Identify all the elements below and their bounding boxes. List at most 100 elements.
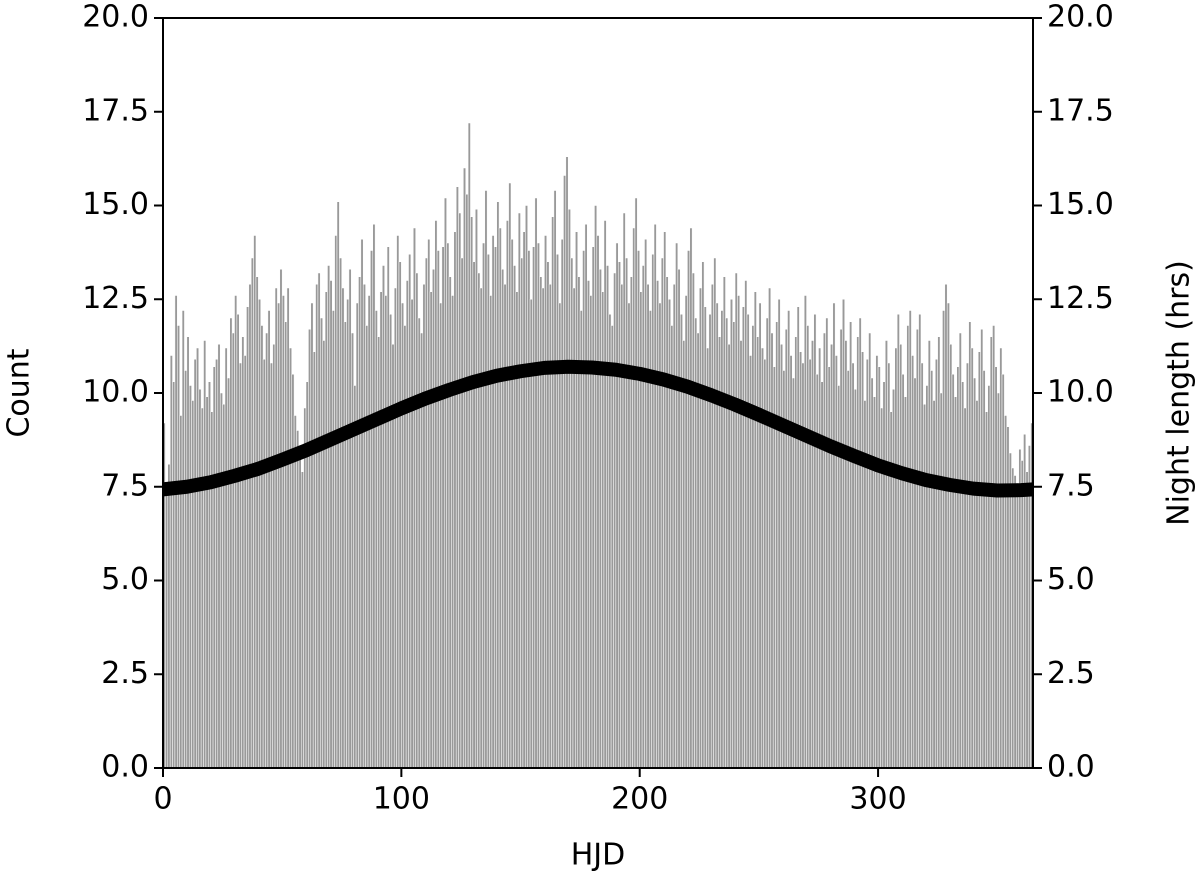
y2-tick-label: 17.5	[1047, 93, 1114, 128]
y-tick-label: 0.0	[101, 750, 149, 785]
x-tick-label: 100	[373, 782, 430, 817]
bar	[508, 182, 512, 769]
bar	[498, 227, 502, 769]
bar	[596, 235, 600, 769]
bar	[851, 362, 855, 769]
bar	[281, 295, 285, 769]
bar	[834, 355, 838, 769]
bar	[858, 317, 862, 769]
y-axis-label: Count	[2, 348, 37, 437]
bar	[567, 209, 571, 769]
bar	[956, 366, 960, 769]
bar	[732, 321, 736, 769]
bar	[317, 272, 321, 769]
bar	[234, 295, 238, 769]
x-tick-label: 300	[849, 782, 906, 817]
bar	[687, 250, 691, 769]
bar	[670, 325, 674, 769]
bar	[691, 272, 695, 769]
bar	[873, 396, 876, 769]
bar	[975, 400, 979, 769]
bar	[968, 321, 972, 769]
bar	[637, 250, 640, 769]
bar	[710, 284, 714, 769]
bar	[169, 355, 173, 769]
bar	[699, 287, 702, 769]
bar	[203, 340, 207, 769]
bar	[262, 359, 266, 769]
bar	[315, 284, 319, 769]
bar	[784, 329, 788, 769]
bar	[756, 336, 760, 769]
bar	[210, 411, 214, 769]
bar	[501, 269, 505, 769]
y2-tick-label: 12.5	[1047, 281, 1114, 316]
bar	[660, 257, 664, 769]
bar	[1013, 475, 1017, 769]
bar	[398, 261, 402, 769]
bar	[272, 344, 276, 769]
bar	[274, 287, 278, 769]
bar	[701, 261, 705, 769]
bar	[389, 314, 393, 769]
y2-tick-label: 2.5	[1047, 656, 1095, 691]
bar	[496, 201, 500, 769]
bar	[994, 366, 998, 769]
bar	[875, 355, 879, 769]
bar	[1004, 415, 1008, 769]
bar	[336, 201, 340, 769]
bar	[248, 284, 252, 769]
bar	[212, 366, 216, 769]
bar	[208, 381, 211, 769]
bar	[629, 276, 633, 769]
bar	[977, 351, 981, 769]
bar	[832, 302, 836, 769]
bar	[522, 231, 526, 769]
bar	[846, 370, 850, 769]
bar	[460, 257, 464, 769]
night-length-line	[162, 359, 1034, 498]
bar	[904, 396, 907, 769]
bar	[939, 392, 943, 769]
bar	[527, 250, 531, 769]
bar	[734, 272, 738, 769]
bar	[911, 355, 915, 769]
bar	[665, 276, 669, 769]
bar	[198, 389, 202, 769]
bar	[367, 295, 371, 769]
bar	[651, 254, 655, 769]
bar	[932, 400, 936, 769]
bar	[491, 235, 495, 769]
bar	[382, 265, 385, 769]
bar	[184, 370, 188, 769]
bar	[663, 231, 667, 769]
bar	[796, 306, 800, 769]
bar	[999, 347, 1003, 769]
bar	[822, 332, 826, 769]
bar	[884, 340, 888, 769]
bar	[372, 224, 376, 769]
bar	[777, 299, 781, 769]
bar	[351, 332, 354, 769]
y-tick-label: 12.5	[82, 281, 149, 316]
bar	[193, 359, 197, 769]
bar	[377, 336, 381, 769]
bar	[722, 276, 726, 769]
bar	[277, 302, 281, 769]
bar	[536, 242, 540, 769]
bar	[892, 389, 896, 769]
bar	[618, 261, 621, 769]
bar	[582, 250, 586, 769]
bar	[672, 284, 676, 769]
bar	[603, 220, 607, 769]
bar	[177, 325, 180, 769]
bar	[811, 340, 814, 769]
bar	[341, 287, 345, 769]
bar	[570, 257, 574, 769]
bar	[996, 392, 1000, 769]
bar	[896, 314, 900, 769]
bar	[930, 370, 934, 769]
bar	[548, 284, 552, 769]
y-tick-label: 10.0	[82, 375, 149, 410]
bar	[484, 190, 488, 769]
